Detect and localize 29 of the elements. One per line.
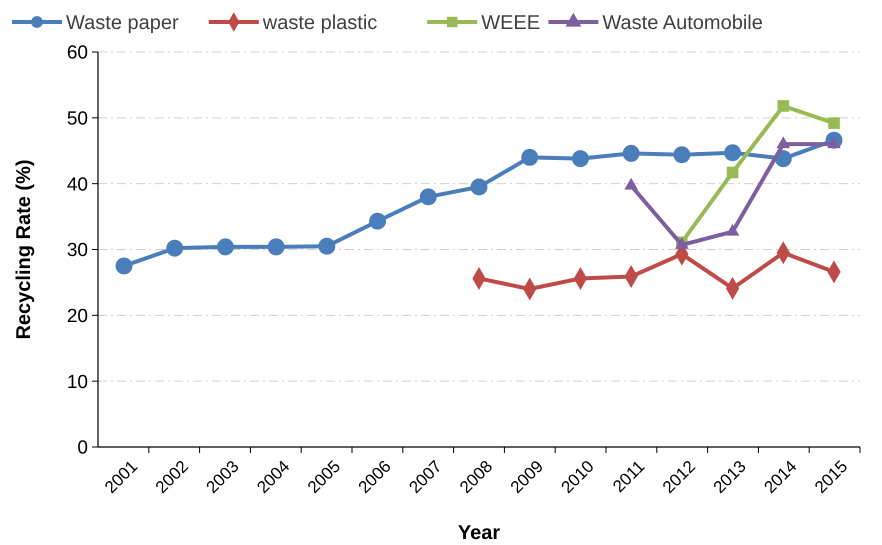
point (724, 144, 742, 162)
point (166, 240, 184, 257)
point (268, 238, 285, 256)
point (521, 148, 538, 166)
y-tick-label: 20 (66, 306, 88, 327)
y-tick-label: 30 (66, 240, 88, 262)
point (622, 144, 640, 162)
point (470, 178, 488, 196)
point (216, 238, 234, 256)
point (777, 100, 790, 112)
y-tick-label: 60 (66, 42, 88, 64)
point (420, 188, 437, 206)
y-tick-label: 40 (66, 174, 88, 196)
y-tick-label: 0 (77, 438, 88, 459)
point (369, 212, 386, 230)
point (673, 146, 690, 164)
point (116, 258, 132, 274)
point (318, 238, 336, 255)
legend-label: waste plastic (262, 12, 378, 34)
y-tick-label: 10 (66, 372, 88, 393)
legend-label: Waste Automobile (602, 12, 763, 34)
point (828, 117, 840, 129)
legend-label: WEEE (481, 12, 540, 34)
legend-label: Waste paper (66, 12, 179, 34)
point (726, 166, 738, 178)
y-axis-title: Recycling Rate (%) (13, 159, 35, 340)
x-axis-title: Year (458, 522, 500, 544)
y-tick-label: 50 (66, 108, 88, 130)
point (572, 150, 589, 168)
